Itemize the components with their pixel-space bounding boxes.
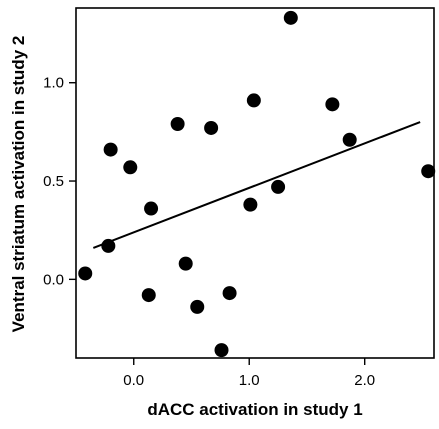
data-point [78,266,93,281]
x-tick-label: 1.0 [239,372,260,389]
data-point [325,97,340,112]
y-tick-label: 0.0 [43,271,64,288]
y-axis: 0.0 0.5 1.0 [43,75,76,288]
data-point [101,238,116,253]
y-tick-label: 1.0 [43,75,64,92]
data-point [103,142,118,157]
x-tick-label: 2.0 [354,372,375,389]
data-point [283,10,298,25]
data-point [178,256,193,271]
data-point [123,160,138,175]
plot-frame [75,7,435,359]
data-point [190,299,205,314]
data-point [214,343,229,358]
data-points [78,10,436,358]
y-tick-label: 0.5 [43,173,64,190]
x-tick-label: 0.0 [123,372,144,389]
data-point [170,117,185,132]
data-point [141,288,156,303]
y-axis-title: Ventral striatum activation in study 2 [9,36,28,333]
x-axis-title: dACC activation in study 1 [147,400,362,419]
data-point [243,197,258,212]
data-point [246,93,261,108]
data-point [222,286,237,301]
x-axis: 0.0 1.0 2.0 [123,358,375,389]
data-point [421,164,436,179]
data-point [271,179,286,194]
data-point [204,120,219,135]
regression-line [92,121,421,249]
data-point [144,201,159,216]
data-point [342,132,357,147]
